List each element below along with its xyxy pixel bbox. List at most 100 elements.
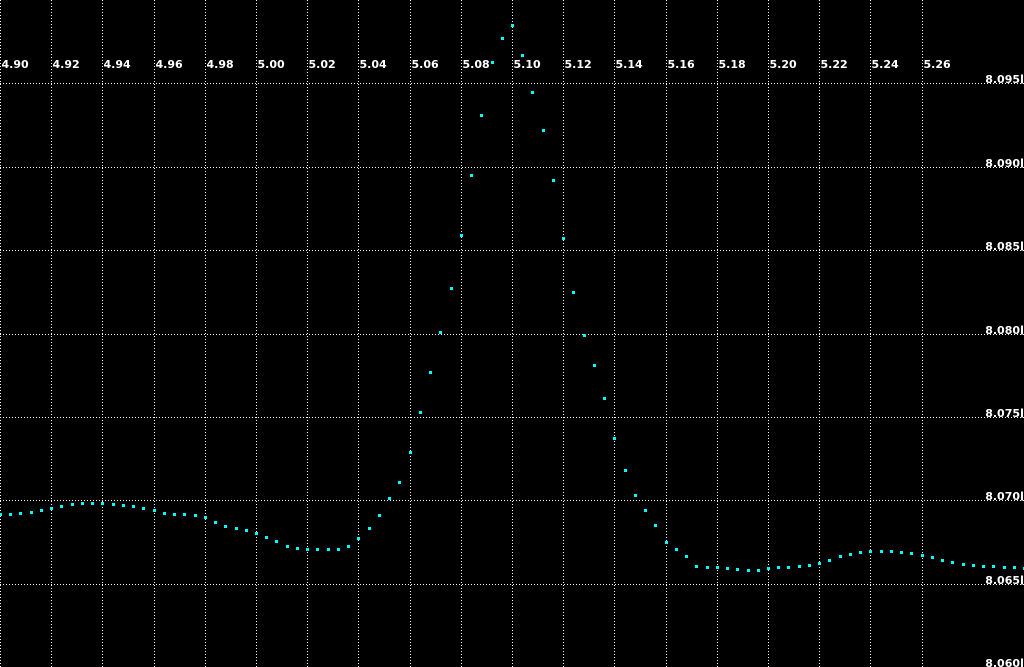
y-tick-mark [1021,74,1023,84]
data-point [419,411,422,414]
data-point [112,503,115,506]
data-point [71,503,74,506]
y-tick-label: 8.065 [985,574,1020,587]
data-point [491,61,494,64]
x-tick-label: 4.96 [156,58,183,71]
y-tick-label: 8.090 [985,157,1020,170]
data-point [398,481,401,484]
y-tick-label: 8.080 [985,324,1020,337]
data-point [470,174,473,177]
data-point [224,525,227,528]
y-axis-labels: 8.060 8.065 8.070 8.075 8.080 8.085 8.090 8.095 [985,73,1023,667]
data-point [439,331,442,334]
data-point [624,469,627,472]
y-tick-mark [1021,325,1023,335]
data-point [101,502,104,505]
data-point [941,559,944,562]
data-points [0,24,1024,572]
data-point [706,566,709,569]
x-tick-label: 5.04 [360,58,387,71]
data-point [962,563,965,566]
data-point [153,509,156,512]
y-tick-label: 8.075 [985,407,1020,420]
x-tick-label: 5.10 [514,58,541,71]
data-point [91,502,94,505]
data-point [163,512,166,515]
x-tick-label: 5.18 [719,58,746,71]
data-point [122,504,125,507]
data-point [501,37,504,40]
data-point [9,513,12,516]
data-point [40,509,43,512]
data-point [716,566,719,569]
data-point [531,91,534,94]
x-tick-label: 5.16 [668,58,695,71]
data-point [183,513,186,516]
data-point [552,179,555,182]
data-point [316,548,319,551]
data-point [562,237,565,240]
data-point [214,521,217,524]
data-point [828,559,831,562]
data-point [982,565,985,568]
data-point [511,24,514,27]
x-tick-label: 5.22 [821,58,848,71]
data-point [859,551,862,554]
data-point [757,569,760,572]
data-point [900,551,903,554]
data-point [931,556,934,559]
data-point [736,568,739,571]
y-tick-label: 8.060 [985,657,1020,667]
y-tick-mark [1021,241,1023,251]
data-point [357,537,360,540]
data-point [665,541,668,544]
data-point [685,555,688,558]
x-tick-label: 5.24 [872,58,899,71]
data-point [654,524,657,527]
y-tick-label: 8.085 [985,240,1020,253]
data-point [798,565,801,568]
data-point [306,548,309,551]
y-tick-label: 8.095 [985,73,1020,86]
data-point [593,364,596,367]
data-point [204,516,207,519]
x-tick-label: 5.00 [258,58,285,71]
data-point [296,547,299,550]
data-point [19,512,22,515]
data-point [368,527,371,530]
data-point [173,513,176,516]
y-tick-mark [1021,575,1023,585]
data-point [890,550,893,553]
data-point [634,494,637,497]
data-point [818,562,821,565]
data-point [0,513,2,516]
data-point [245,529,248,532]
x-tick-label: 4.94 [104,58,131,71]
data-point [675,548,678,551]
y-tick-mark [1021,408,1023,418]
data-point [450,287,453,290]
x-tick-label: 5.02 [309,58,336,71]
x-tick-label: 4.92 [53,58,80,71]
x-axis-labels: 4.90 4.92 4.94 4.96 4.98 5.00 5.02 5.04 5.06 5.08… [2,58,951,71]
data-point [880,550,883,553]
data-point [583,334,586,337]
data-point [992,565,995,568]
data-point [81,502,84,505]
y-tick-mark [1021,491,1023,501]
data-point [613,437,616,440]
x-tick-label: 5.20 [770,58,797,71]
data-point [1003,566,1006,569]
data-point [132,505,135,508]
x-tick-label: 4.98 [207,58,234,71]
data-point [542,129,545,132]
data-point [808,564,811,567]
data-point [480,114,483,117]
data-point [409,451,412,454]
data-point [572,291,575,294]
data-point [286,545,289,548]
data-point [337,548,340,551]
data-point [603,397,606,400]
